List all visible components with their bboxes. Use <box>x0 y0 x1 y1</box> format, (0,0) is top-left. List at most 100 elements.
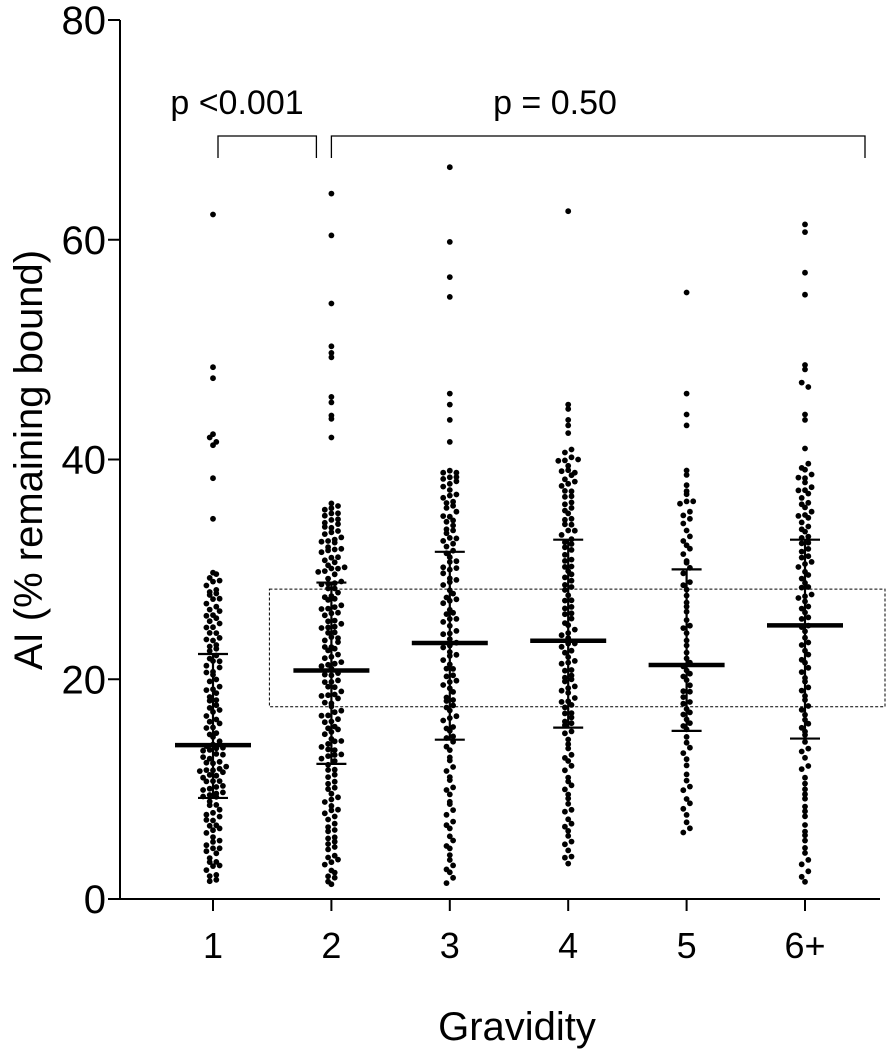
data-point <box>565 422 572 429</box>
data-point <box>196 768 203 774</box>
p-value-label: p <0.001 <box>170 84 303 122</box>
data-point <box>331 645 338 652</box>
data-point <box>328 350 335 356</box>
data-point <box>210 442 216 449</box>
data-point <box>568 597 575 604</box>
y-tick-label: 0 <box>84 878 106 922</box>
data-point <box>446 513 453 520</box>
data-point <box>802 475 808 482</box>
data-point <box>216 825 223 832</box>
data-point <box>220 783 226 789</box>
data-point <box>562 516 568 523</box>
data-point <box>328 190 335 197</box>
data-point <box>568 676 575 683</box>
data-point <box>206 575 213 581</box>
x-axis-label: Gravidity <box>438 1005 596 1049</box>
data-point <box>203 778 210 785</box>
data-point <box>216 620 223 627</box>
data-point <box>565 741 572 748</box>
data-point <box>562 678 568 685</box>
data-point <box>325 725 331 732</box>
data-point <box>683 491 690 498</box>
data-point <box>213 645 220 652</box>
data-point <box>565 467 572 474</box>
data-point <box>216 658 223 665</box>
data-point <box>325 624 331 631</box>
data-point <box>805 546 812 552</box>
data-point <box>446 845 453 852</box>
data-point <box>328 399 335 406</box>
data-point <box>802 850 808 856</box>
data-point <box>450 784 456 791</box>
data-point <box>331 623 338 630</box>
data-point <box>687 622 693 629</box>
data-point <box>206 718 213 725</box>
data-point <box>568 820 575 827</box>
data-point <box>802 269 808 276</box>
data-point <box>568 710 575 716</box>
data-point <box>571 658 578 664</box>
data-point <box>683 422 690 429</box>
data-point <box>802 795 808 802</box>
data-point <box>565 828 572 834</box>
data-point <box>802 504 808 511</box>
data-point <box>213 615 220 622</box>
data-point <box>331 585 338 592</box>
data-point <box>325 774 331 780</box>
data-point <box>443 611 450 617</box>
data-point <box>565 795 572 802</box>
data-point <box>555 457 562 464</box>
data-point <box>213 751 220 757</box>
data-point <box>565 430 572 436</box>
data-point <box>802 791 808 798</box>
data-point <box>683 527 690 534</box>
axes: 0 20 40 60 80 1 2 3 4 5 6+ <box>62 0 880 966</box>
data-point <box>798 706 805 713</box>
data-point <box>216 608 223 614</box>
data-point <box>325 753 331 759</box>
data-point <box>568 728 575 735</box>
y-tick-label: 60 <box>62 219 107 263</box>
data-point <box>805 539 812 546</box>
data-point <box>210 863 216 869</box>
data-point <box>805 553 812 560</box>
data-point <box>335 565 341 572</box>
data-point <box>331 758 338 764</box>
data-point <box>562 649 568 656</box>
data-point <box>802 780 808 787</box>
data-point <box>687 744 693 751</box>
data-point <box>443 787 450 793</box>
data-point <box>203 624 210 631</box>
data-point <box>213 630 220 636</box>
data-point <box>568 493 575 500</box>
data-point <box>565 417 572 423</box>
data-point <box>440 469 447 476</box>
data-point <box>440 682 447 688</box>
data-point <box>802 479 808 486</box>
data-point <box>680 625 687 631</box>
data-point <box>802 366 808 373</box>
data-point <box>446 852 453 858</box>
data-point <box>571 626 578 633</box>
data-point <box>335 609 341 616</box>
data-point <box>335 516 341 523</box>
data-point <box>680 688 687 695</box>
data-point <box>443 698 450 704</box>
data-point <box>331 617 338 624</box>
data-point <box>795 474 802 481</box>
data-point <box>687 688 693 695</box>
data-point <box>206 697 213 704</box>
data-point <box>213 872 220 878</box>
data-point <box>802 878 808 885</box>
data-point <box>328 394 335 400</box>
data-point <box>331 813 338 820</box>
data-point <box>325 692 331 699</box>
data-point <box>318 712 325 719</box>
data-point <box>562 667 568 674</box>
data-point <box>203 636 210 643</box>
data-point <box>562 587 568 593</box>
data-point <box>568 472 575 479</box>
data-point <box>328 510 335 517</box>
data-point <box>680 711 687 718</box>
data-point <box>683 411 690 418</box>
